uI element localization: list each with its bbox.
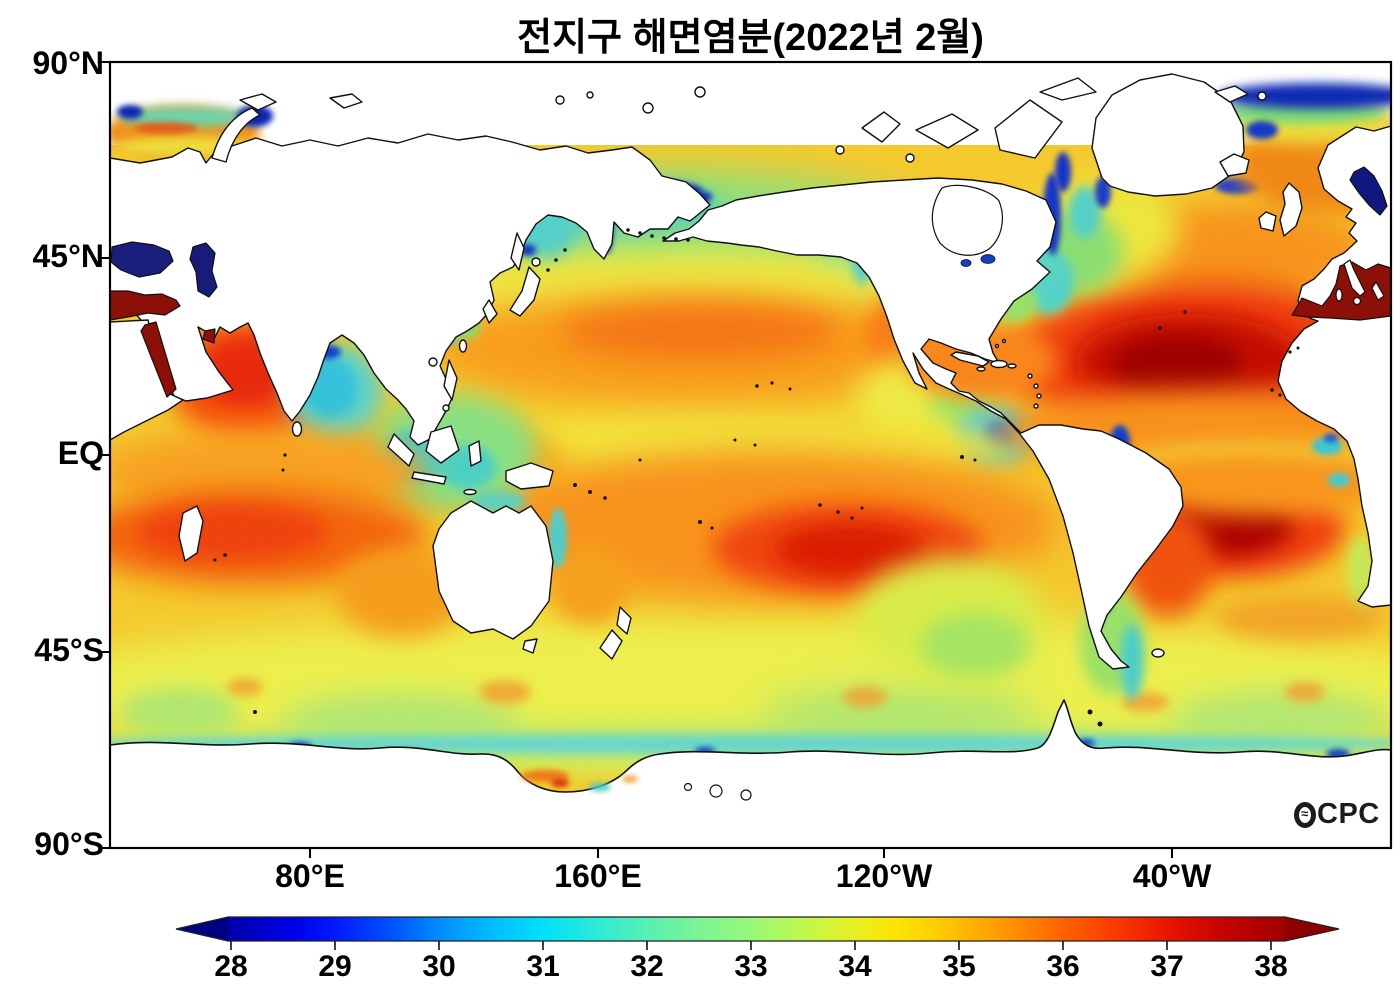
colorbar-tick-34: 34 bbox=[838, 950, 872, 983]
colorbar-tick-38: 38 bbox=[1254, 950, 1288, 983]
island-specks bbox=[213, 228, 1300, 714]
y-axis-label-90s: 90°S bbox=[34, 826, 104, 863]
colorbar-tick-30: 30 bbox=[422, 950, 456, 983]
plot-frame bbox=[100, 60, 1393, 858]
chart-title: 전지구 해면염분(2022년 2월) bbox=[517, 17, 984, 59]
colorbar-over-arrow bbox=[1285, 917, 1339, 941]
y-axis-label-90n: 90°N bbox=[32, 45, 105, 82]
colorbar-tick-33: 33 bbox=[734, 950, 768, 983]
colorbar-tick-28: 28 bbox=[214, 950, 248, 983]
colorbar-tick-37: 37 bbox=[1150, 950, 1184, 983]
y-axis-label-45n: 45°N bbox=[32, 238, 105, 275]
x-axis-label-120w: 120°W bbox=[835, 858, 933, 894]
colorbar-tick-31: 31 bbox=[526, 950, 560, 983]
colorbar-tick-29: 29 bbox=[318, 950, 352, 983]
y-axis-label-45s: 45°S bbox=[34, 632, 104, 669]
x-axis-label-80e: 80°E bbox=[275, 858, 345, 894]
colorbar-tick-35: 35 bbox=[942, 950, 976, 983]
x-axis-label-40w: 40°W bbox=[1132, 858, 1212, 894]
antarctica bbox=[110, 699, 1391, 848]
colorbar-ticks bbox=[230, 941, 1272, 950]
ocpc-watermark: ≈ CPC bbox=[1294, 798, 1380, 831]
colorbar-tick-36: 36 bbox=[1046, 950, 1080, 983]
colorbar-under-arrow bbox=[176, 917, 228, 941]
colorbar bbox=[175, 916, 1340, 950]
y-axis-label-eq: EQ bbox=[57, 435, 104, 472]
x-axis-label-160e: 160°E bbox=[554, 858, 642, 894]
colorbar-gradient-bar bbox=[228, 917, 1285, 941]
inland-seas bbox=[110, 166, 1391, 398]
ocpc-logo-o-icon: ≈ bbox=[1294, 801, 1316, 828]
ocpc-watermark-text: CPC bbox=[1317, 798, 1380, 830]
colorbar-tick-32: 32 bbox=[630, 950, 664, 983]
